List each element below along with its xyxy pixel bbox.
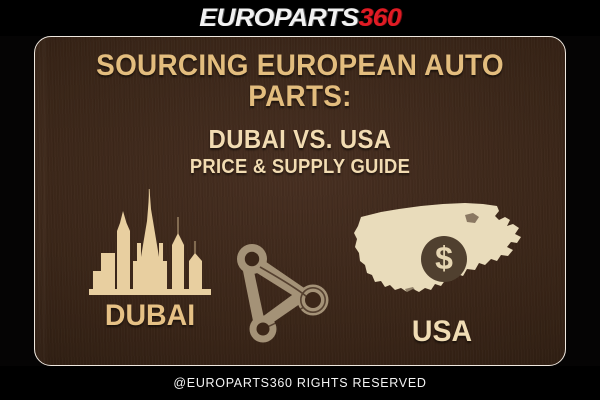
- brand-logo-primary: EUROPARTS: [199, 3, 359, 32]
- poster-headline: SOURCING EUROPEAN AUTO PARTS:: [96, 49, 504, 113]
- control-arm-part-icon: [237, 244, 329, 343]
- poster-subline: DUBAI VS. USA: [208, 124, 392, 154]
- dubai-block: DUBAI: [85, 187, 215, 331]
- usa-block: $ USA: [347, 193, 537, 347]
- brand-logo[interactable]: EUROPARTS360: [199, 3, 401, 32]
- logo-bar: EUROPARTS360: [0, 0, 600, 36]
- usa-map-wrap: $: [347, 193, 537, 313]
- footer-bar: @EUROPARTS360 RIGHTS RESERVED: [0, 366, 600, 400]
- poster-tagline: PRICE & SUPPLY GUIDE: [189, 156, 411, 178]
- dubai-skyline-icon: [89, 189, 211, 295]
- auto-part-block: [225, 235, 337, 347]
- icon-row: DUBAI: [35, 187, 565, 362]
- usa-label: USA: [411, 315, 473, 348]
- dubai-label: DUBAI: [104, 299, 196, 332]
- dollar-sign-icon: $: [435, 240, 453, 276]
- brand-logo-accent: 360: [358, 3, 401, 32]
- dollar-badge: $: [421, 236, 467, 282]
- footer-credit: @EUROPARTS360 RIGHTS RESERVED: [173, 376, 427, 390]
- poster-card: SOURCING EUROPEAN AUTO PARTS: DUBAI VS. …: [34, 36, 566, 366]
